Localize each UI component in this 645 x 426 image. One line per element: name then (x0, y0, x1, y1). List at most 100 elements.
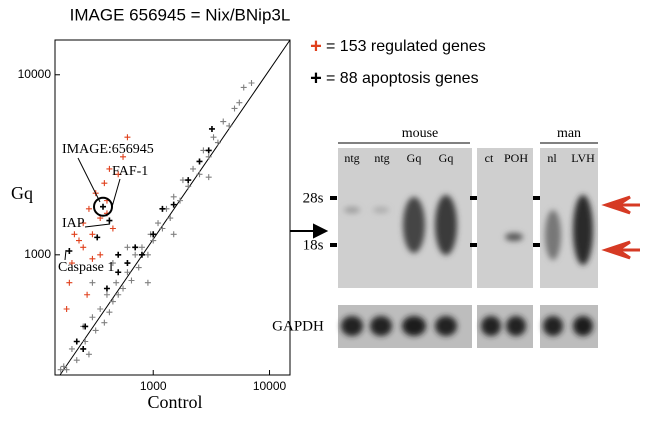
point (115, 291, 122, 298)
arrow (601, 195, 640, 215)
point (124, 244, 131, 251)
point (89, 279, 96, 286)
lane-label: ntg (344, 151, 359, 165)
point (120, 153, 127, 160)
lane-label: ct (485, 151, 494, 165)
point (150, 237, 157, 244)
point (97, 306, 104, 313)
group-label: man (557, 126, 581, 141)
point (214, 139, 221, 146)
point (100, 203, 107, 210)
legend-symbol: + (310, 67, 322, 89)
x-tick-label: 10000 (253, 379, 287, 393)
legend-symbol: + (310, 35, 322, 57)
point (94, 234, 101, 241)
annotation: Caspase 1 (58, 260, 114, 275)
point (128, 277, 135, 284)
callout (84, 223, 111, 228)
point (71, 231, 78, 238)
point (103, 291, 110, 298)
point (57, 366, 64, 373)
diagonal (59, 39, 291, 376)
point (205, 147, 212, 154)
point (159, 225, 166, 232)
point (89, 255, 96, 262)
point (80, 345, 87, 352)
point (200, 147, 207, 154)
point (73, 338, 80, 345)
point (101, 180, 108, 187)
point (167, 215, 174, 222)
point (231, 105, 238, 112)
northern-blot: mouse man ntg ntg Gq Gq ct POH nl LVH 28… (272, 126, 640, 348)
lane-label: ntg (374, 151, 389, 165)
point (138, 251, 145, 258)
point (150, 231, 157, 238)
y-axis-label: Gq (11, 183, 33, 203)
point (106, 309, 113, 316)
point (170, 193, 177, 200)
point (63, 366, 70, 373)
point (196, 171, 203, 178)
marker-label: 28s (303, 190, 324, 206)
x-axis-label: Control (147, 392, 202, 412)
point (115, 251, 122, 258)
lane-label: nl (547, 151, 557, 165)
lane-label: POH (504, 151, 528, 165)
point (159, 205, 166, 212)
point (120, 285, 127, 292)
point (109, 298, 116, 305)
point (196, 158, 203, 165)
point (82, 338, 89, 345)
point (66, 247, 73, 254)
point (109, 225, 116, 232)
point (177, 197, 184, 204)
chart-title: IMAGE 656945 = Nix/BNip3L (70, 5, 291, 24)
annotation: IMAGE:656945 (62, 142, 154, 157)
loading-control-label: GAPDH (272, 318, 324, 334)
point (85, 351, 92, 358)
callout (77, 157, 101, 203)
x-tick-label: 1000 (140, 379, 167, 393)
point (60, 363, 67, 370)
point (248, 80, 255, 87)
point (80, 220, 87, 227)
point (124, 269, 131, 276)
lane-label: Gq (407, 151, 422, 165)
point (208, 125, 215, 132)
blot-panel (477, 148, 533, 288)
callout (64, 249, 67, 261)
legend-text: = 88 apoptosis genes (326, 70, 479, 87)
point (115, 269, 122, 276)
point (144, 279, 151, 286)
point (92, 327, 99, 334)
point (106, 217, 113, 224)
lane-label: LVH (571, 151, 595, 165)
point (205, 153, 212, 160)
point (179, 177, 186, 184)
point (170, 231, 177, 238)
point (226, 122, 233, 129)
point (205, 174, 212, 181)
point (138, 244, 145, 251)
point (85, 205, 92, 212)
point (97, 251, 104, 258)
point (170, 201, 177, 208)
plot-frame (54, 39, 291, 376)
bands (341, 195, 593, 336)
group-label: mouse (402, 126, 439, 141)
point (109, 260, 116, 267)
point (144, 251, 151, 258)
arrow (290, 223, 329, 239)
point (89, 231, 96, 238)
point (103, 285, 110, 292)
point (73, 357, 80, 364)
point (236, 99, 243, 106)
callout (111, 178, 121, 208)
marker-label: 18s (303, 237, 324, 253)
point (68, 345, 75, 352)
y-tick-label: 1000 (24, 247, 51, 261)
point (210, 134, 217, 141)
point (115, 171, 122, 178)
